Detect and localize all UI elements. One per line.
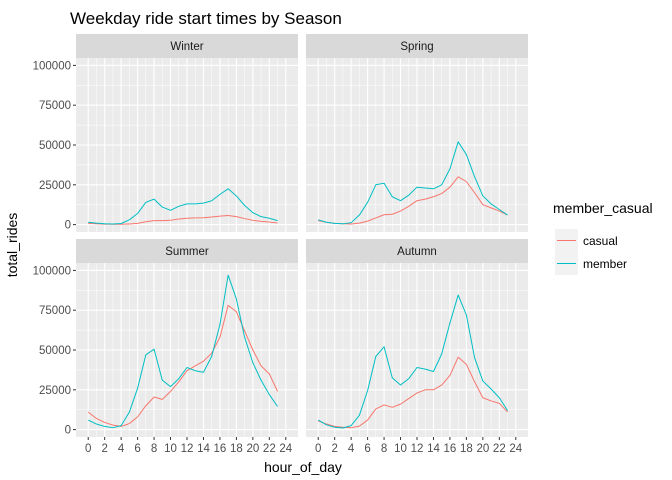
facet-panel-spring: Spring: [306, 34, 528, 232]
x-tick-label: 8: [381, 443, 387, 455]
facet-panels: Winter 0 25000 50000 75000 100000 Spring Summer…: [33, 34, 528, 455]
x-tick-label: 18: [460, 443, 473, 455]
x-tick-label: 18: [230, 443, 243, 455]
facet-strip: [76, 34, 298, 58]
x-tick-label: 2: [101, 443, 107, 455]
y-tick-label: 25000: [39, 180, 71, 192]
x-tick-label: 14: [197, 443, 210, 455]
series-line-casual: [88, 215, 278, 225]
series-line-casual: [318, 356, 508, 429]
x-tick-label: 10: [164, 443, 177, 455]
legend-label-member: member: [583, 257, 627, 271]
series-line-member: [87, 274, 278, 429]
x-tick-label: 20: [246, 443, 259, 455]
x-tick-label: 8: [151, 443, 157, 455]
legend: member_casual casual member: [553, 200, 653, 275]
x-tick-label: 16: [214, 443, 227, 455]
x-tick-label: 22: [493, 443, 506, 455]
legend-label-casual: casual: [583, 234, 618, 248]
x-tick-label: 6: [134, 443, 140, 455]
series-line-member: [318, 141, 508, 225]
facet-strip-label: Spring: [400, 41, 433, 53]
y-tick-label: 0: [65, 220, 71, 232]
x-tick-label: 2: [331, 443, 337, 455]
x-tick-label: 22: [263, 443, 276, 455]
facet-strip-label: Winter: [170, 41, 203, 53]
x-tick-label: 14: [427, 443, 440, 455]
x-tick-label: 12: [181, 443, 194, 455]
y-tick-label: 25000: [39, 385, 71, 397]
facet-panel-winter: Winter 0 25000 50000 75000 100000: [33, 34, 298, 232]
y-axis-label: total_rides: [4, 213, 20, 278]
legend-title: member_casual: [553, 200, 653, 216]
y-tick-label: 75000: [39, 305, 71, 317]
y-tick-label: 0: [65, 425, 71, 437]
y-tick-label: 50000: [39, 345, 71, 357]
chart-title: Weekday ride start times by Season: [70, 9, 342, 28]
series-line-member: [88, 188, 278, 225]
facet-strip: [76, 239, 298, 263]
y-tick-label: 50000: [39, 140, 71, 152]
x-tick-label: 6: [364, 443, 370, 455]
y-tick-label: 100000: [33, 265, 71, 277]
facet-strip-label: Autumn: [397, 246, 437, 258]
x-tick-label: 24: [279, 443, 292, 455]
facet-strip-label: Summer: [165, 246, 209, 258]
x-tick-label: 0: [85, 443, 91, 455]
series-line-casual: [318, 176, 508, 225]
x-tick-label: 16: [444, 443, 457, 455]
x-tick-label: 0: [315, 443, 321, 455]
y-tick-label: 100000: [33, 60, 71, 72]
x-tick-label: 4: [118, 443, 125, 455]
y-tick-label: 75000: [39, 100, 71, 112]
series-line-member: [317, 294, 508, 429]
x-tick-label: 10: [394, 443, 407, 455]
facet-strip: [306, 34, 528, 58]
x-tick-label: 20: [476, 443, 489, 455]
x-axis-label: hour_of_day: [264, 459, 342, 475]
x-tick-label: 4: [348, 443, 355, 455]
x-tick-label: 12: [411, 443, 424, 455]
facet-strip: [306, 239, 528, 263]
x-tick-label: 24: [509, 443, 522, 455]
